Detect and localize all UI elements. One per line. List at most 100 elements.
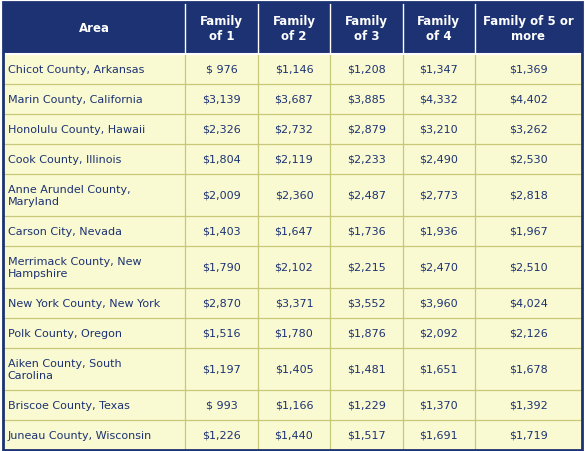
Bar [3,390,185,420]
Text: $2,490: $2,490 [419,155,458,165]
Text: $3,371: $3,371 [274,299,313,308]
Text: $1,146: $1,146 [274,65,313,75]
Bar [185,420,258,450]
Text: $1,166: $1,166 [275,400,313,410]
Text: $3,262: $3,262 [509,125,548,135]
Bar [258,85,330,115]
Bar [3,3,185,55]
Text: $4,024: $4,024 [509,299,548,308]
Text: $1,347: $1,347 [419,65,458,75]
Bar [258,55,330,85]
Text: Honolulu County, Hawaii: Honolulu County, Hawaii [8,125,145,135]
Text: $1,197: $1,197 [202,364,241,374]
Bar [330,288,402,318]
Bar [185,390,258,420]
Bar [475,216,582,246]
Text: $2,487: $2,487 [347,191,386,201]
Bar [402,145,475,175]
Text: Merrimack County, New
Hampshire: Merrimack County, New Hampshire [8,257,141,278]
Text: $1,405: $1,405 [274,364,313,374]
Text: Marin County, California: Marin County, California [8,95,142,105]
Bar [330,216,402,246]
Text: $3,139: $3,139 [202,95,241,105]
Bar [402,115,475,145]
Text: $3,687: $3,687 [274,95,314,105]
Text: $1,226: $1,226 [202,430,241,440]
Bar [3,288,185,318]
Bar [258,145,330,175]
Text: $1,481: $1,481 [347,364,386,374]
Text: $3,960: $3,960 [419,299,458,308]
Text: $1,369: $1,369 [509,65,548,75]
Text: $2,773: $2,773 [419,191,458,201]
Text: $1,403: $1,403 [202,226,241,236]
Text: Anne Arundel County,
Maryland: Anne Arundel County, Maryland [8,185,130,207]
Bar [185,318,258,348]
Bar [3,420,185,450]
Bar [402,288,475,318]
Bar [258,216,330,246]
Text: $1,804: $1,804 [202,155,241,165]
Text: Aiken County, South
Carolina: Aiken County, South Carolina [8,359,121,380]
Bar [3,216,185,246]
Bar [258,288,330,318]
Text: Area: Area [79,23,110,36]
Bar [330,390,402,420]
Text: Polk County, Oregon: Polk County, Oregon [8,328,122,338]
Bar [185,3,258,55]
Text: Carson City, Nevada: Carson City, Nevada [8,226,122,236]
Text: $1,678: $1,678 [509,364,548,374]
Bar [330,55,402,85]
Bar [402,420,475,450]
Bar [3,55,185,85]
Bar [475,175,582,216]
Text: $1,392: $1,392 [509,400,548,410]
Bar [402,175,475,216]
Bar [475,3,582,55]
Text: New York County, New York: New York County, New York [8,299,160,308]
Text: Family
of 2: Family of 2 [273,14,315,43]
Text: $2,215: $2,215 [347,262,386,272]
Bar [475,348,582,390]
Text: $2,360: $2,360 [274,191,313,201]
Text: $3,210: $3,210 [419,125,458,135]
Bar [3,246,185,288]
Bar [402,3,475,55]
Text: $2,119: $2,119 [274,155,314,165]
Text: $1,517: $1,517 [347,430,386,440]
Text: $1,780: $1,780 [274,328,314,338]
Bar [402,85,475,115]
Bar [258,115,330,145]
Text: Family of 5 or
more: Family of 5 or more [483,14,574,43]
Bar [475,318,582,348]
Text: $2,102: $2,102 [274,262,314,272]
Bar [330,3,402,55]
Bar [475,85,582,115]
Bar [475,390,582,420]
Text: $1,790: $1,790 [202,262,241,272]
Text: $1,691: $1,691 [419,430,458,440]
Text: $2,879: $2,879 [347,125,386,135]
Bar [185,246,258,288]
Bar [258,246,330,288]
Text: $1,208: $1,208 [347,65,386,75]
Text: $1,876: $1,876 [347,328,386,338]
Text: $1,440: $1,440 [274,430,314,440]
Text: $1,936: $1,936 [419,226,458,236]
Bar [330,115,402,145]
Text: $2,126: $2,126 [509,328,548,338]
Text: $1,719: $1,719 [509,430,548,440]
Bar [3,85,185,115]
Bar [185,216,258,246]
Bar [330,246,402,288]
Text: $4,402: $4,402 [509,95,548,105]
Text: $ 976: $ 976 [206,65,238,75]
Text: $2,009: $2,009 [202,191,241,201]
Text: $2,326: $2,326 [202,125,241,135]
Text: $4,332: $4,332 [419,95,458,105]
Bar [185,145,258,175]
Bar [330,420,402,450]
Bar [475,145,582,175]
Text: $1,736: $1,736 [347,226,386,236]
Bar [475,420,582,450]
